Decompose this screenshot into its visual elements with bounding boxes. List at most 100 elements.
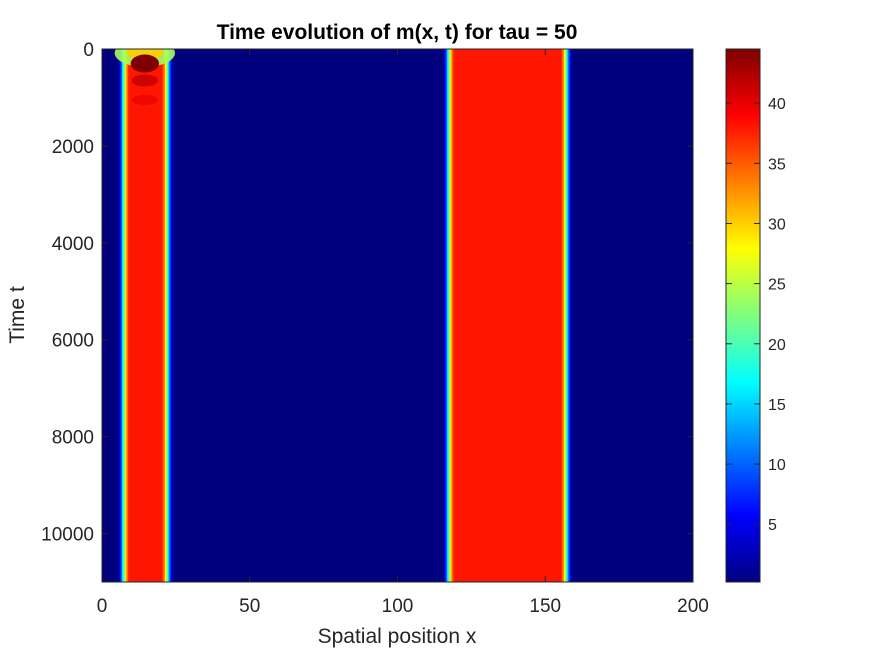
heatmap-cell [479, 49, 482, 582]
heatmap-cell [144, 49, 147, 582]
heatmap-cell [512, 49, 515, 582]
heatmap-cell [139, 49, 142, 582]
x-axis: 0 50 100 150 200 [97, 49, 709, 617]
colorbar-tick-label: 25 [768, 277, 786, 294]
heatmap-cell [550, 49, 553, 582]
heatmap-cell [510, 49, 513, 582]
heatmap-cell [494, 49, 497, 582]
heatmap-cell [156, 49, 158, 582]
heatmap-cell [131, 74, 159, 87]
y-axis-label: Time t [6, 286, 29, 344]
heatmap-cell [555, 49, 557, 582]
heatmap-cell [516, 49, 519, 582]
heatmap-cell [519, 49, 522, 582]
heatmap-cell [559, 49, 562, 582]
y-tick-label: 8000 [52, 428, 94, 449]
heatmap-cell [460, 49, 463, 582]
y-tick-label: 2000 [52, 137, 94, 158]
heatmap-cell [515, 49, 517, 582]
heatmap-cell [526, 49, 529, 582]
colorbar-tick-label: 5 [768, 517, 777, 534]
heatmap-cell [454, 49, 457, 582]
heatmap-cell [464, 49, 467, 582]
heatmap-cell [522, 49, 525, 582]
heatmap-cell [472, 49, 475, 582]
heatmap-cell [482, 49, 485, 582]
colorbar-tick-label: 40 [768, 96, 786, 113]
heatmap-cell [470, 49, 473, 582]
x-tick-label: 200 [677, 596, 709, 617]
heatmap-cell [518, 49, 520, 582]
heatmap-cell [126, 49, 129, 582]
y-tick-label: 10000 [41, 525, 94, 546]
y-tick-label: 6000 [52, 331, 94, 352]
heatmap-cell [560, 49, 563, 582]
heatmap-cell [116, 49, 119, 582]
heatmap-cell [497, 49, 500, 582]
heatmap-cell [484, 49, 486, 582]
heatmap-cell [571, 49, 574, 582]
heatmap-cell [473, 49, 476, 582]
heatmap-background [102, 49, 693, 582]
heatmap-cell [161, 49, 164, 582]
heatmap-cell [467, 49, 470, 582]
x-tick-label: 0 [97, 596, 108, 617]
heatmap-cell [538, 49, 541, 582]
heatmap-cell [153, 49, 155, 582]
heatmap-cell [540, 49, 543, 582]
colorbar-tick-label: 10 [768, 457, 786, 474]
colorbar-tick-label: 15 [768, 397, 786, 414]
heatmap-cell [167, 49, 170, 582]
heatmap-cell [147, 49, 150, 582]
heatmap-cell [475, 49, 478, 582]
heatmap-cell [566, 49, 569, 582]
colorbar-tick-label: 35 [768, 156, 786, 173]
y-tick-label: 4000 [52, 234, 94, 255]
heatmap-cell [485, 49, 488, 582]
heatmap-cell [461, 49, 464, 582]
heatmap-cell [534, 49, 537, 582]
y-axis: 0 2000 4000 6000 8000 10000 [41, 40, 693, 546]
colorbar-tick-label: 20 [768, 337, 786, 354]
heatmap-cell [172, 49, 175, 582]
heatmap-cell [541, 49, 544, 582]
heatmap-cell [441, 49, 444, 582]
heatmap-cell [130, 54, 160, 73]
heatmap-cell [457, 49, 460, 582]
x-axis-label: Spatial position x [318, 625, 477, 648]
heatmap-cell [138, 49, 141, 582]
heatmap-cell [131, 94, 159, 105]
heatmap-cell [160, 49, 163, 582]
heatmap-cell [506, 49, 509, 582]
heatmap-cell [532, 49, 535, 582]
heatmap-cell [547, 49, 550, 582]
heatmap-cell [145, 49, 148, 582]
heatmap-cell [164, 49, 167, 582]
heatmap-cell [503, 49, 506, 582]
heatmap-cell [529, 49, 532, 582]
heatmap-cell [453, 49, 455, 582]
heatmap-band-2 [441, 49, 574, 582]
heatmap-cell [159, 49, 161, 582]
heatmap-cell [135, 49, 138, 582]
heatmap-cell [565, 49, 568, 582]
heatmap-cell [170, 49, 173, 582]
heatmap-cell [458, 49, 461, 582]
heatmap-cell [562, 49, 565, 582]
heatmap-cell [553, 49, 556, 582]
heatmap-cell [501, 49, 504, 582]
heatmap-cell [163, 49, 166, 582]
x-tick-label: 100 [382, 596, 414, 617]
heatmap-cell [445, 49, 448, 582]
heatmap-cell [447, 49, 450, 582]
heatmap-cell [495, 49, 498, 582]
heatmap-cell [122, 49, 124, 582]
heatmap-cell [563, 49, 566, 582]
chart-title: Time evolution of m(x, t) for tau = 50 [217, 21, 578, 44]
heatmap-band-1 [114, 49, 176, 582]
heatmap-cell [481, 49, 484, 582]
heatmap-cell [130, 49, 133, 582]
heatmap-cell [128, 49, 130, 582]
heatmap-cell [537, 49, 540, 582]
